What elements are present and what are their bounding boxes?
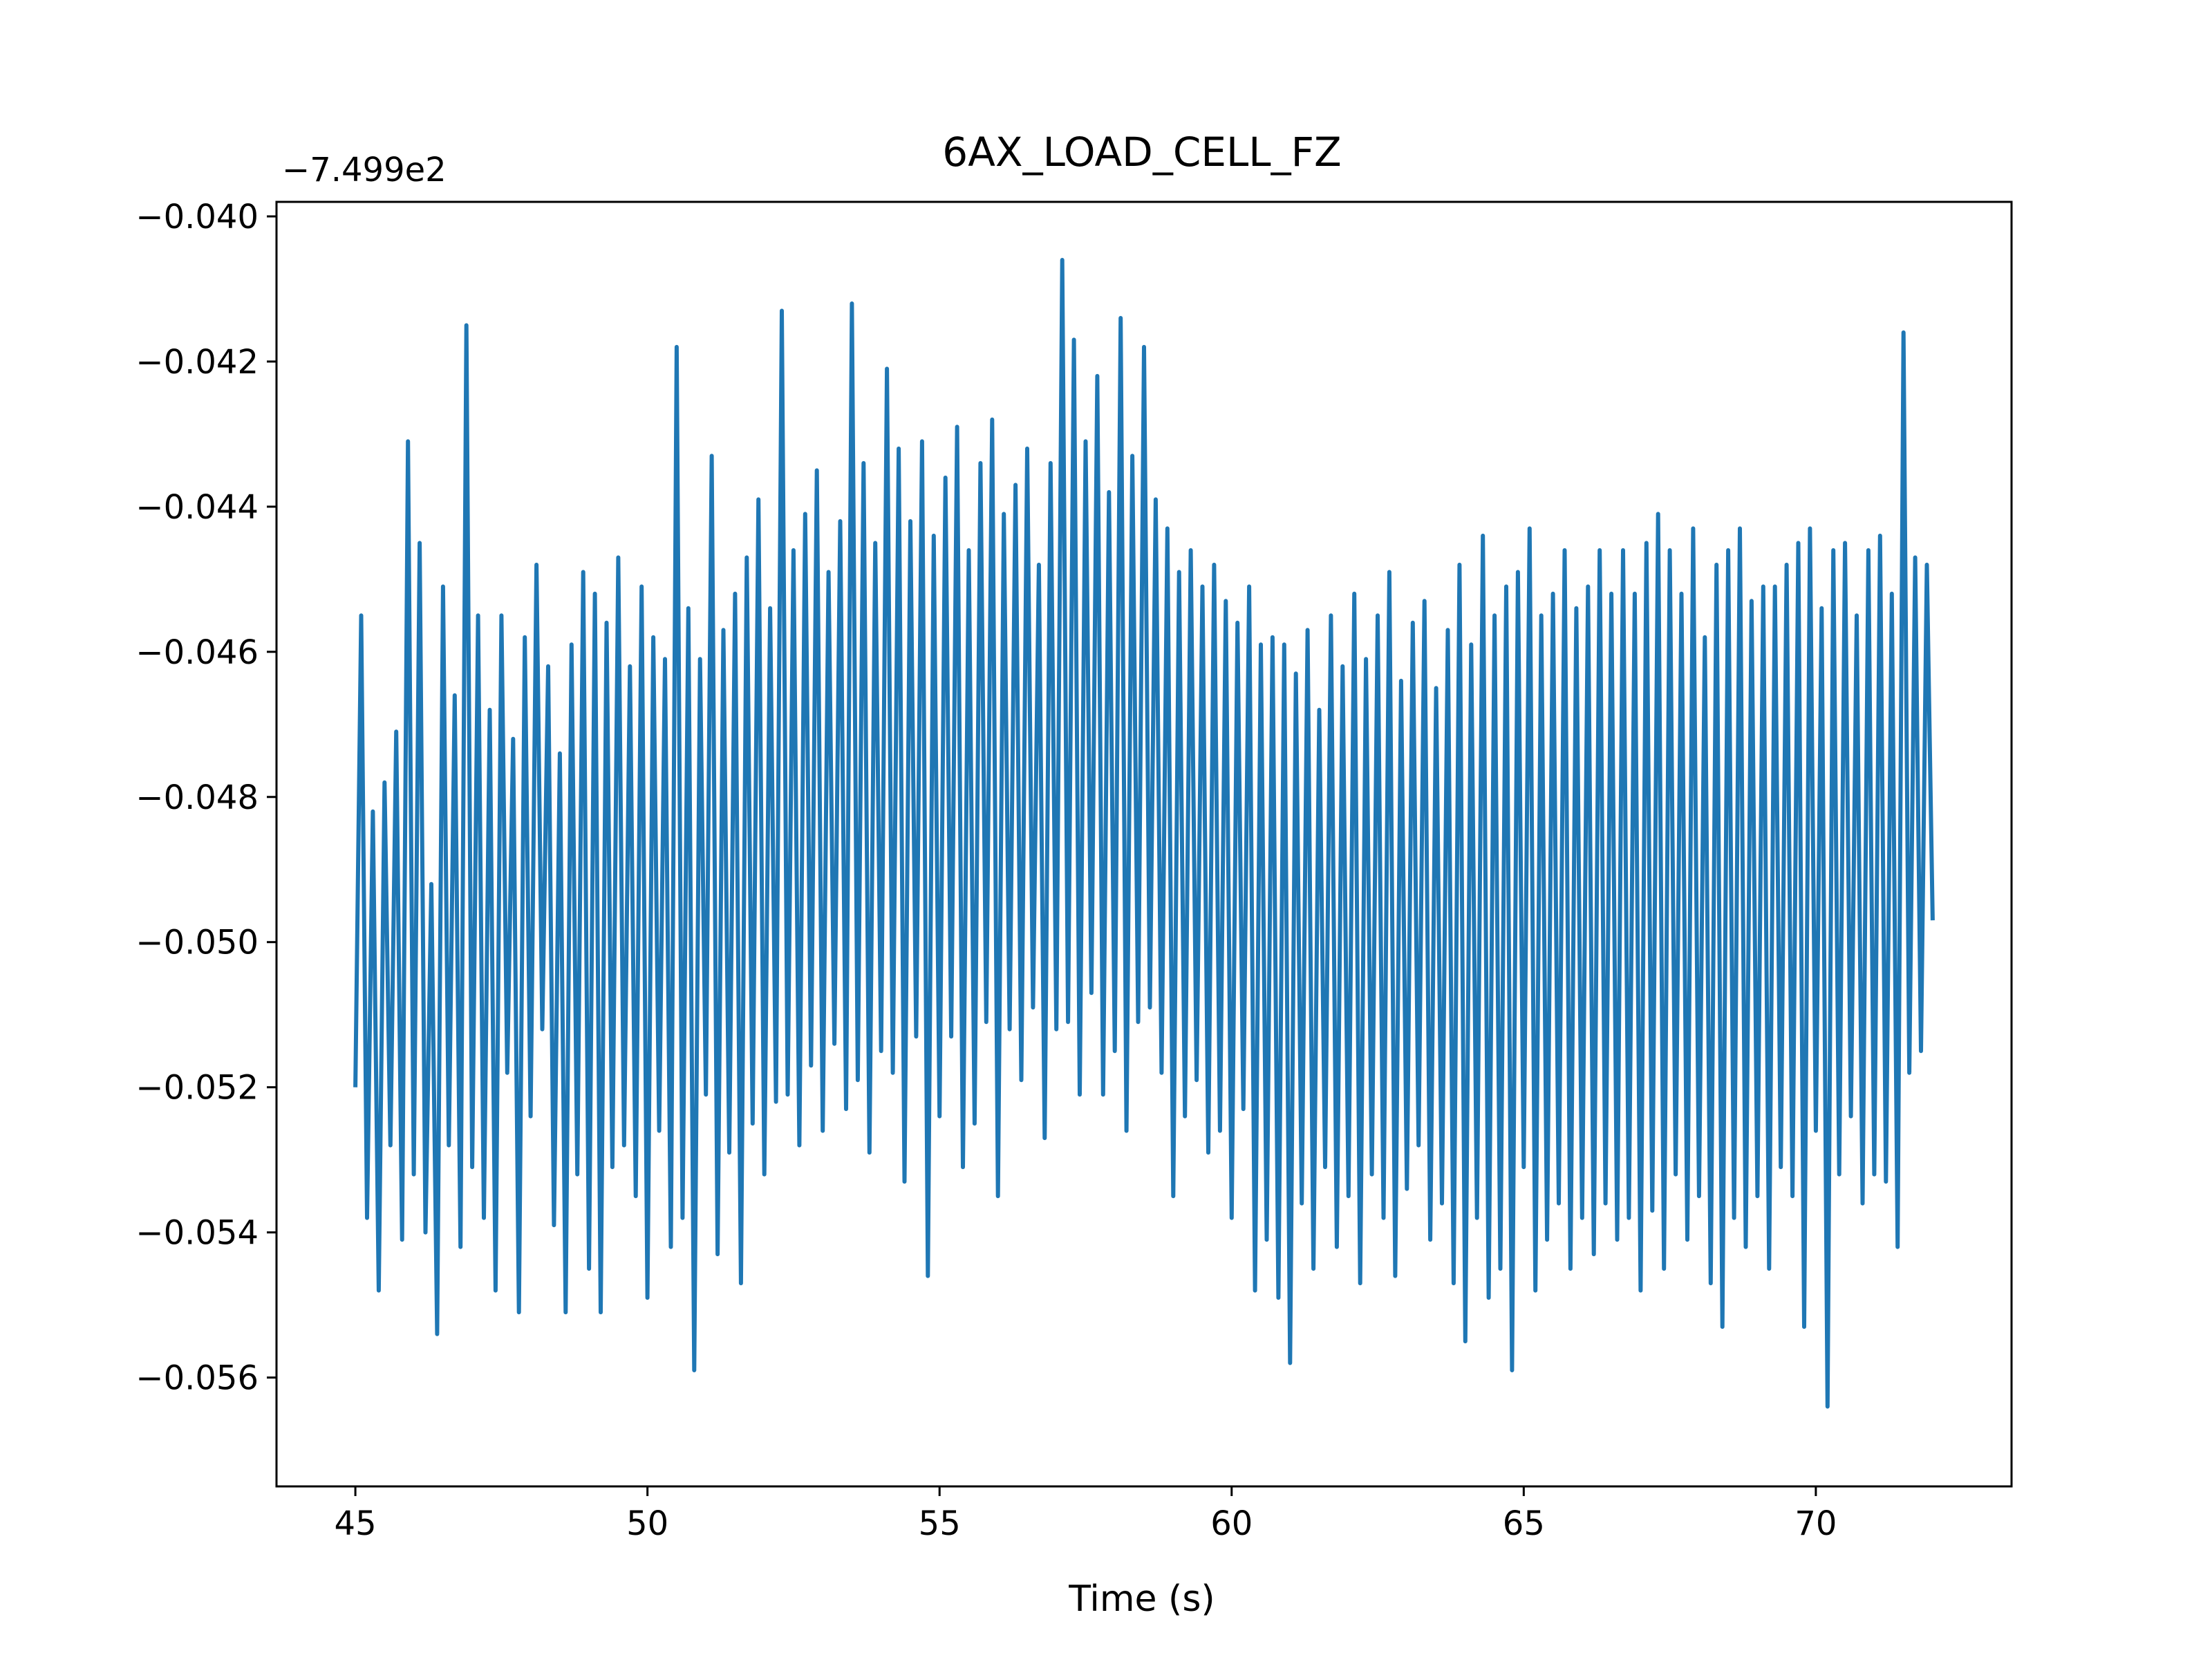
- x-tick-label: 60: [1210, 1504, 1253, 1543]
- chart-title: 6AX_LOAD_CELL_FZ: [942, 129, 1341, 176]
- plot-area: [353, 258, 1935, 1409]
- y-tick-label: −0.052: [135, 1069, 259, 1108]
- y-tick-label: −0.044: [135, 488, 259, 527]
- y-tick-label: −0.040: [135, 198, 259, 236]
- x-tick-label: 65: [1503, 1504, 1545, 1543]
- y-tick-label: −0.048: [135, 778, 259, 817]
- x-axis-label: Time (s): [1068, 1578, 1215, 1620]
- series-line: [353, 258, 1935, 1409]
- axes: 45 50 55 60 65 70 −0.056 −0.054 −0.052 −0.050 −0.0…: [135, 198, 2013, 1543]
- axes-frame: [275, 200, 2013, 1488]
- y-axis-offset-label: −7.499e2: [282, 151, 447, 189]
- y-tick-label: −0.054: [135, 1214, 259, 1253]
- x-tick-label: 70: [1794, 1504, 1837, 1543]
- y-tick-label: −0.050: [135, 924, 259, 962]
- x-tick-label: 55: [919, 1504, 961, 1543]
- x-tick-label: 50: [626, 1504, 668, 1543]
- y-tick-label: −0.056: [135, 1359, 259, 1398]
- y-tick-label: −0.042: [135, 343, 259, 382]
- y-tick-label: −0.046: [135, 633, 259, 672]
- x-tick-label: 45: [335, 1504, 377, 1543]
